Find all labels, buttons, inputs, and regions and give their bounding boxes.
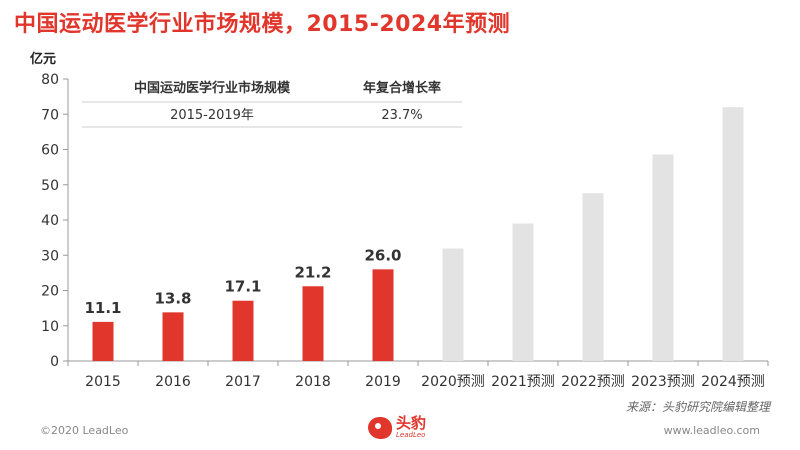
leadleo-logo: 头豹 LeadLeo xyxy=(368,416,426,439)
website-url: www.leadleo.com xyxy=(663,424,760,437)
table-cell-period: 2015-2019年 xyxy=(170,108,254,123)
x-tick-label: 2022预测 xyxy=(561,374,625,390)
cagr-table: 中国运动医学行业市场规模 年复合增长率 2015-2019年 23.7% xyxy=(82,80,462,128)
logo-text-cn: 头豹 xyxy=(396,414,427,432)
x-tick-label: 2016 xyxy=(155,374,191,390)
bar-value-label: 13.8 xyxy=(154,289,191,307)
copyright: ©2020 LeadLeo xyxy=(40,424,129,437)
bar-value-label: 26.0 xyxy=(364,246,401,264)
x-tick-label: 2020预测 xyxy=(421,374,485,390)
bar-forecast xyxy=(652,154,674,361)
leopard-icon xyxy=(368,416,392,439)
bar-forecast xyxy=(722,107,744,361)
x-tick-label: 2019 xyxy=(365,374,401,390)
bar-actual xyxy=(92,321,114,361)
bar-actual xyxy=(372,269,394,361)
logo-text-en: LeadLeo xyxy=(396,431,426,439)
x-tick-label: 2023预测 xyxy=(631,374,695,390)
y-tick-label: 10 xyxy=(41,319,59,335)
y-tick-label: 70 xyxy=(41,107,59,123)
bar-chart: 0 10 20 30 40 50 60 70 80 2015 2016 2017 2018 2019 20… xyxy=(41,72,769,390)
bar-actual xyxy=(232,300,254,361)
y-tick-label: 50 xyxy=(41,178,59,194)
bar-actual xyxy=(162,312,184,361)
x-tick-label: 2015 xyxy=(85,374,121,390)
bar-value-label: 11.1 xyxy=(84,299,121,317)
x-tick-label: 2021预测 xyxy=(491,374,555,390)
bar-forecast xyxy=(512,223,534,361)
page-title: 中国运动医学行业市场规模，2015-2024年预测 xyxy=(14,12,511,37)
x-tick-label: 2018 xyxy=(295,374,331,390)
bar-value-label: 17.1 xyxy=(224,278,261,296)
table-header-cagr: 年复合增长率 xyxy=(363,80,441,96)
table-cell-cagr: 23.7% xyxy=(381,108,422,123)
table-header-market-size: 中国运动医学行业市场规模 xyxy=(134,80,291,96)
y-tick-label: 30 xyxy=(41,248,59,264)
bar-forecast xyxy=(442,248,464,361)
y-tick-label: 20 xyxy=(41,284,59,300)
y-tick-label: 80 xyxy=(41,72,59,88)
x-tick-label: 2024预测 xyxy=(701,374,765,390)
y-tick-label: 40 xyxy=(41,213,59,229)
y-axis-unit: 亿元 xyxy=(30,52,57,67)
bar-actual xyxy=(302,286,324,361)
source-note: 来源：头豹研究院编辑整理 xyxy=(625,400,770,414)
bar-forecast xyxy=(582,193,604,361)
y-tick-label: 60 xyxy=(41,143,59,159)
x-tick-label: 2017 xyxy=(225,374,261,390)
y-tick-label: 0 xyxy=(50,354,59,370)
bar-value-label: 21.2 xyxy=(294,263,331,281)
